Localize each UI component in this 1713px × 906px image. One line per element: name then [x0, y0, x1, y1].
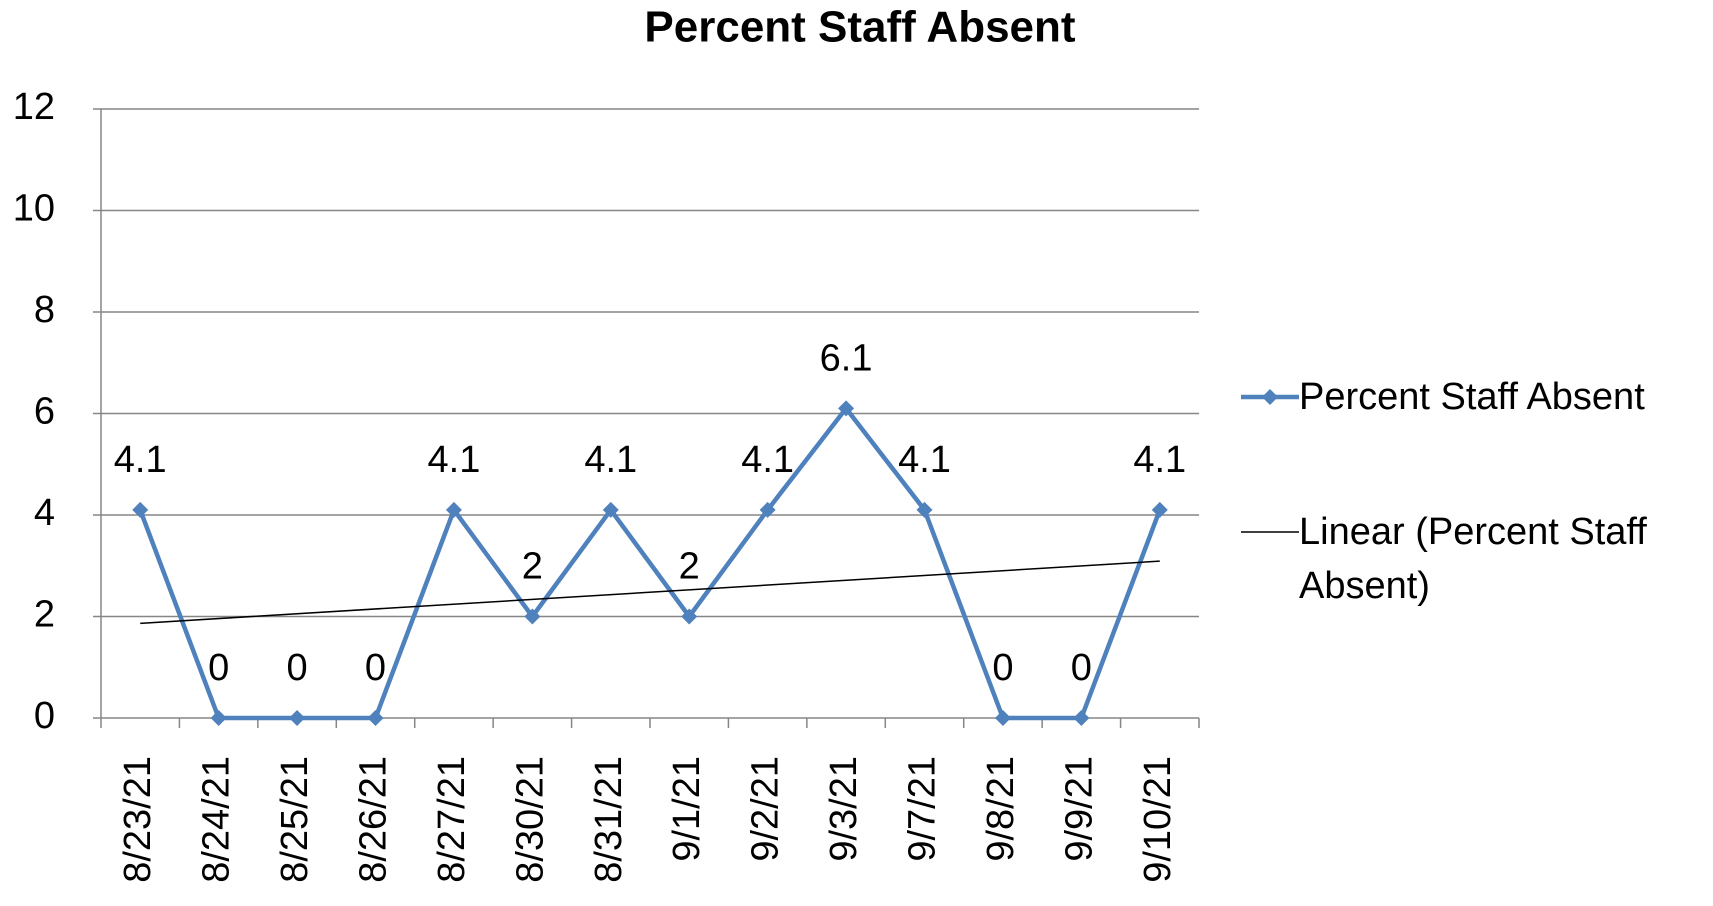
data-point [132, 501, 149, 518]
data-point [838, 400, 855, 417]
legend-label: Percent Staff Absent [1299, 376, 1645, 418]
x-tick-label: 9/2/21 [745, 756, 787, 862]
data-label: 0 [1071, 647, 1092, 689]
data-point [524, 608, 541, 625]
x-tick-label: 8/27/21 [431, 756, 473, 883]
data-point [994, 710, 1011, 726]
x-tick-label: 9/1/21 [666, 756, 708, 862]
data-label: 2 [522, 546, 543, 588]
data-label: 0 [992, 647, 1013, 689]
x-tick-label: 8/30/21 [509, 756, 551, 883]
x-tick-label: 8/31/21 [588, 756, 630, 883]
data-label: 0 [208, 647, 229, 689]
data-label: 4.1 [114, 439, 167, 481]
trendline [140, 560, 1160, 625]
x-tick-label: 9/10/21 [1137, 756, 1179, 883]
legend-entry: Percent Staff Absent [1241, 370, 1711, 424]
series-line [138, 406, 1162, 721]
legend-entry: Linear (Percent Staff Absent) [1241, 505, 1711, 613]
x-tick-label: 9/3/21 [823, 756, 865, 862]
x-tick-label: 9/9/21 [1058, 756, 1100, 862]
data-point [1073, 710, 1090, 726]
data-label: 4.1 [898, 439, 951, 481]
y-tick-label: 4 [34, 492, 55, 534]
data-label: 2 [679, 546, 700, 588]
legend-swatch [1241, 531, 1299, 533]
y-tick-label: 6 [34, 391, 55, 433]
data-point [367, 710, 384, 726]
x-tick-label: 8/23/21 [117, 756, 159, 883]
data-label: 6.1 [820, 337, 873, 379]
data-point [681, 608, 698, 625]
data-point [1151, 501, 1168, 518]
data-label: 4.1 [741, 439, 794, 481]
data-label: 4.1 [428, 439, 481, 481]
chart-title: Percent Staff Absent [644, 3, 1075, 52]
data-point [916, 501, 933, 518]
data-label: 4.1 [584, 439, 637, 481]
data-point [289, 710, 306, 726]
y-tick-label: 2 [34, 594, 55, 636]
x-tick-label: 8/25/21 [274, 756, 316, 883]
data-point [445, 501, 462, 518]
data-point [759, 501, 776, 518]
x-tick-label: 9/8/21 [980, 756, 1022, 862]
legend-swatch [1241, 389, 1299, 405]
data-point [210, 710, 227, 726]
data-label: 4.1 [1133, 439, 1186, 481]
data-label: 0 [365, 647, 386, 689]
x-tick-label: 8/26/21 [353, 756, 395, 883]
y-tick-label: 8 [34, 289, 55, 331]
legend-label: Linear (Percent Staff Absent) [1299, 511, 1647, 607]
data-point [602, 501, 619, 518]
x-tick-label: 8/24/21 [196, 756, 238, 883]
data-label: 0 [287, 647, 308, 689]
y-tick-label: 10 [13, 188, 55, 230]
y-tick-label: 0 [34, 695, 55, 737]
y-tick-label: 12 [13, 86, 55, 128]
x-tick-label: 9/7/21 [902, 756, 944, 862]
